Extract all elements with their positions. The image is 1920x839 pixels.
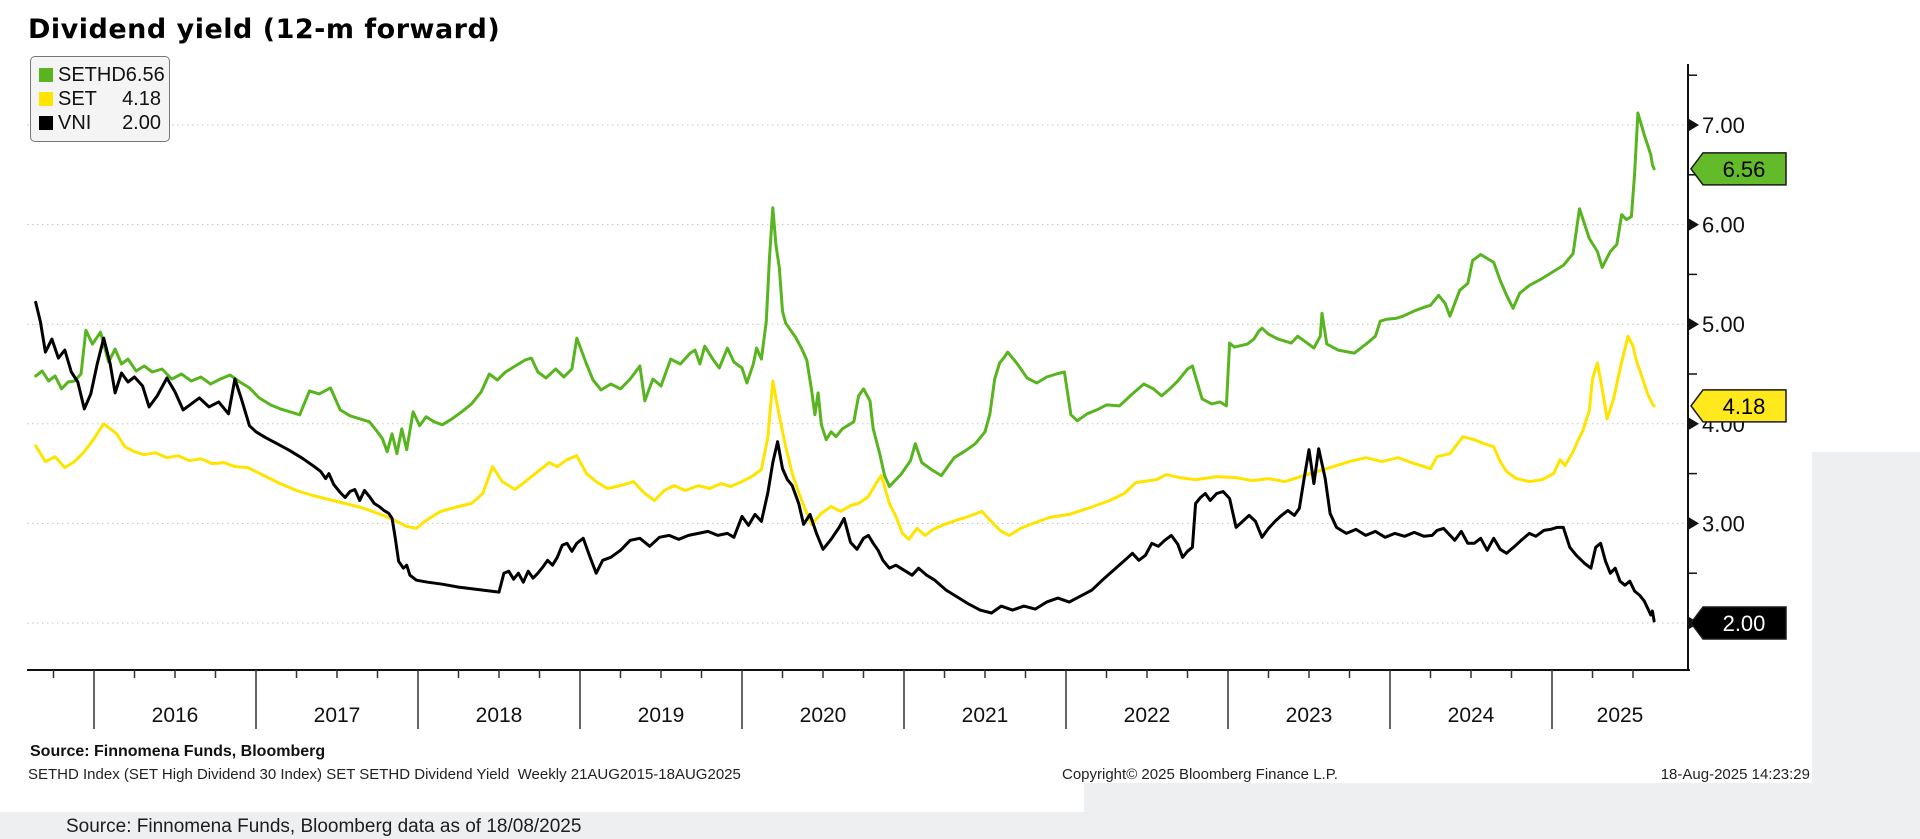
legend-value: 6.56 (125, 63, 165, 86)
legend-swatch-SETHD (39, 68, 53, 82)
y-tick-label: 7.00 (1702, 113, 1745, 138)
legend-item-SET: SET 4.18 (39, 87, 161, 111)
background-panel-right (1812, 452, 1920, 839)
legend-value: 4.18 (122, 87, 161, 110)
x-year-label: 2019 (638, 704, 685, 727)
bottom-band: Source: Finnomena Funds, Bloomberg data … (0, 812, 1920, 839)
y-tick-arrow (1689, 218, 1699, 231)
series-VNI-line (34, 300, 1656, 623)
last-value-badge-2.00 (1690, 606, 1787, 640)
x-year-label: 2025 (1597, 704, 1644, 727)
chart-title: Dividend yield (12-m forward) (28, 14, 501, 45)
legend-value: 2.00 (122, 111, 161, 134)
legend-swatch-SET (39, 92, 53, 106)
footer-timestamp: 18-Aug-2025 14:23:29 (1660, 766, 1810, 783)
y-tick-arrow (1689, 417, 1699, 430)
legend-item-VNI: VNI 2.00 (39, 111, 161, 135)
x-year-label: 2023 (1286, 704, 1333, 727)
x-year-label: 2024 (1448, 704, 1495, 727)
y-tick-label: 5.00 (1702, 312, 1745, 337)
legend-swatch-VNI (39, 116, 53, 130)
footer-source: Source: Finnomena Funds, Bloomberg (30, 743, 326, 760)
x-year-label: 2018 (476, 704, 523, 727)
series-SET-line (34, 334, 1656, 541)
legend-label: SET (58, 87, 97, 110)
y-tick-label: 6.00 (1702, 213, 1745, 238)
footer-copyright: Copyright© 2025 Bloomberg Finance L.P. (1062, 766, 1338, 783)
legend-item-SETHD: SETHD 6.56 (39, 63, 165, 87)
series-SETHD-line (34, 111, 1656, 488)
last-value-badge-6.56 (1690, 152, 1787, 186)
y-tick-label: 3.00 (1702, 511, 1745, 536)
last-value-badge-4.18 (1690, 389, 1787, 423)
x-year-label: 2020 (800, 704, 847, 727)
x-year-label: 2021 (962, 704, 1009, 727)
y-tick-arrow (1689, 318, 1699, 331)
last-value-text: 2.00 (1723, 611, 1766, 636)
y-tick-arrow (1689, 517, 1699, 530)
x-year-label: 2017 (314, 704, 361, 727)
x-year-label: 2022 (1124, 704, 1171, 727)
y-tick-arrow (1689, 119, 1699, 131)
legend-box: SETHD 6.56 SET 4.18 VNI 2.00 (30, 56, 170, 142)
last-value-text: 6.56 (1723, 157, 1766, 182)
x-year-label: 2016 (152, 704, 199, 727)
last-value-text: 4.18 (1723, 394, 1766, 419)
footer-security-info: SETHD Index (SET High Dividend 30 Index)… (28, 766, 741, 783)
legend-label: SETHD (58, 63, 126, 86)
legend-label: VNI (58, 111, 92, 134)
slide-source-caption: Source: Finnomena Funds, Bloomberg data … (66, 816, 582, 837)
